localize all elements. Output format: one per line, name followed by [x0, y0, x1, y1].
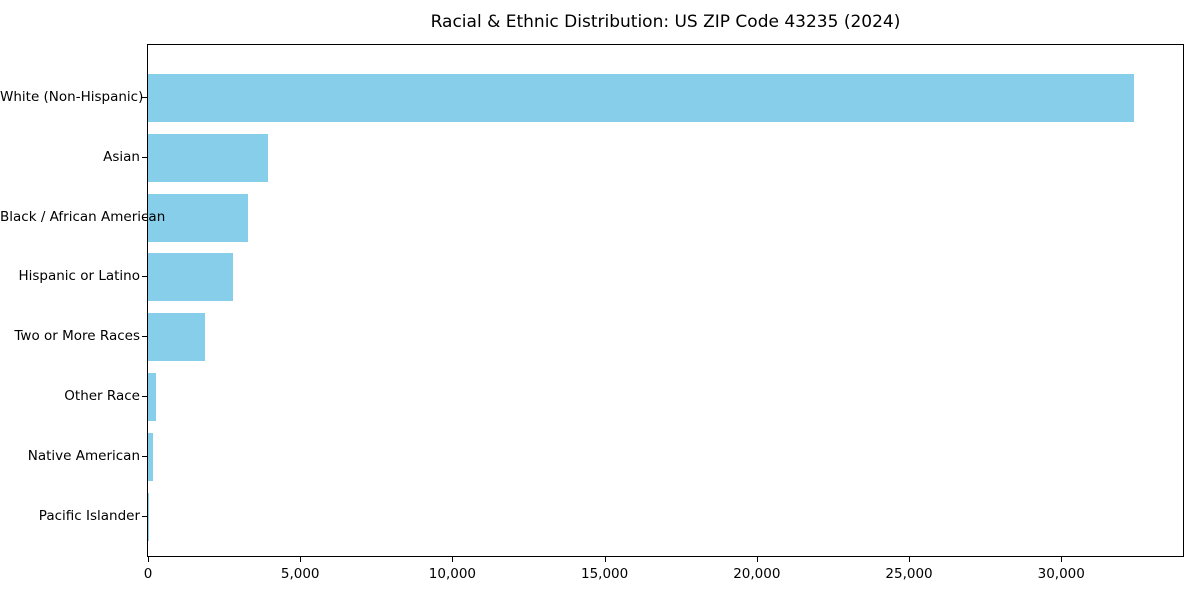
x-tick-mark	[300, 557, 302, 562]
y-tick-mark	[142, 216, 147, 218]
bar-black-african-american	[148, 193, 249, 242]
y-tick-mark	[142, 156, 147, 158]
bar-two-or-more-races	[148, 313, 205, 362]
bar-hispanic-or-latino	[148, 253, 233, 302]
y-axis-label-hispanic-or-latino: Hispanic or Latino	[18, 268, 140, 285]
y-axis-label-pacific-islander: Pacific Islander	[38, 507, 140, 524]
y-axis-label-asian: Asian	[103, 148, 140, 165]
x-tick-label-10-000: 10,000	[428, 566, 477, 582]
y-axis-label-native-american: Native American	[27, 447, 140, 464]
y-tick-mark	[142, 455, 147, 457]
x-tick-mark	[756, 557, 758, 562]
y-tick-mark	[142, 97, 147, 98]
bar-other-race	[148, 373, 157, 421]
y-tick-mark	[142, 515, 147, 517]
x-tick-label-25-000: 25,000	[885, 566, 933, 582]
x-tick-mark	[452, 557, 454, 562]
plot-area	[147, 44, 1184, 557]
x-tick-mark	[148, 557, 149, 562]
y-tick-mark	[142, 336, 147, 338]
y-axis-label-two-or-more-races: Two or More Races	[14, 328, 140, 345]
bar-native-american	[148, 432, 153, 481]
x-tick-mark	[1061, 557, 1063, 562]
bar-white-non-hispanic	[148, 74, 1135, 122]
x-tick-label-30-000: 30,000	[1037, 566, 1085, 582]
y-axis-label-white-non-hispanic: White (Non-Hispanic)	[0, 89, 144, 105]
chart-title: Racial & Ethnic Distribution: US ZIP Cod…	[430, 12, 901, 32]
y-tick-mark	[142, 396, 147, 397]
x-tick-mark	[909, 557, 911, 562]
x-tick-label-0: 0	[143, 566, 153, 582]
y-tick-mark	[142, 276, 147, 278]
y-axis-label-black-african-american: Black / African American	[0, 208, 166, 225]
x-tick-label-5-000: 5,000	[280, 566, 320, 582]
x-tick-mark	[604, 557, 606, 562]
bar-asian	[148, 133, 269, 182]
x-tick-label-20-000: 20,000	[733, 566, 781, 582]
y-axis-label-other-race: Other Race	[64, 388, 140, 404]
x-tick-label-15-000: 15,000	[580, 566, 629, 582]
